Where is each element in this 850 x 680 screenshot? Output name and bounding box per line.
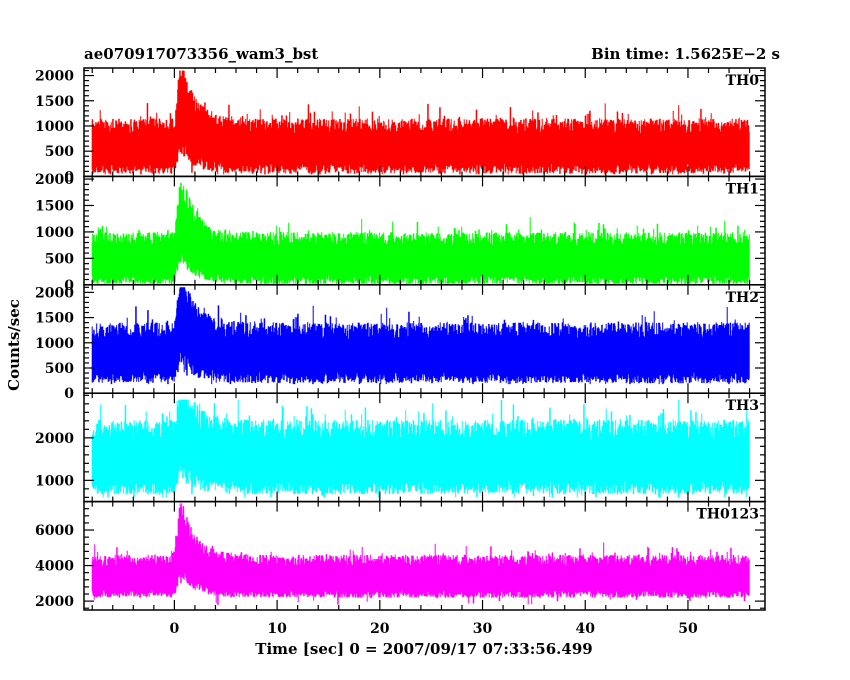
y-tick-label: 1000 [35,473,74,489]
y-tick-label: 1000 [35,119,74,135]
y-tick-label: 1500 [35,198,74,214]
panel-th1: TH1 0 500 1000 1500 2000 [35,172,766,294]
bin-time-label: Bin time: 1.5625E−2 s [591,45,780,63]
y-tick-label: 4000 [35,559,74,575]
y-tick-label: 0 [64,278,74,294]
y-tick-label: 500 [45,144,74,160]
panel-label-th3: TH3 [726,398,759,414]
y-tick-label: 1500 [35,94,74,110]
panel-th0: TH0 0 500 1000 1500 2000 [35,67,766,185]
panel-label-th1: TH1 [726,181,759,197]
plot-title: ae070917073356_wam3_bst [84,45,318,63]
y-tick-label: 2000 [35,594,74,610]
panel-th3: TH3 1000 2000 [35,392,766,503]
x-axis-label: Time [sec] 0 = 2007/09/17 07:33:56.499 [255,640,592,658]
y-axis-label: Counts/sec [5,299,23,391]
x-tick-label: 20 [370,621,390,637]
y-tick-label: 0 [64,386,74,402]
panel-frame [83,500,766,611]
panel-label-th2: TH2 [726,290,759,306]
y-tick-label: 0 [64,169,74,185]
panel-label-th0: TH0 [726,73,760,89]
series-th2-trace [91,287,750,385]
y-tick-label: 6000 [35,523,74,539]
x-tick-label: 50 [678,621,698,637]
series-th3-trace [91,399,750,498]
y-tick-label: 500 [45,251,74,267]
series-th0123-trace [91,503,750,605]
y-tick-label: 500 [45,361,74,377]
y-tick-label: 2000 [35,172,74,188]
series-th1-trace [91,182,750,284]
x-tick-label: 40 [576,621,596,637]
y-tick-label: 2000 [35,69,74,85]
y-tick-label: 1500 [35,311,74,327]
x-tick-label: 30 [473,621,493,637]
x-tick-label: 10 [267,621,287,637]
panels-group: TH00500100015002000TH10500100015002000TH… [35,67,766,637]
y-tick-label: 1000 [35,225,74,241]
panel-label-th0123: TH0123 [696,507,759,523]
x-tick-label: 0 [170,621,180,637]
panel-th2: TH2 0 500 1000 1500 2000 [35,284,766,402]
panel-th0123: TH0123 2000 4000 6000 [35,500,766,611]
y-tick-label: 2000 [35,431,74,447]
y-tick-label: 1000 [35,336,74,352]
series-th0-trace [91,70,750,175]
y-tick-label: 2000 [35,285,74,301]
